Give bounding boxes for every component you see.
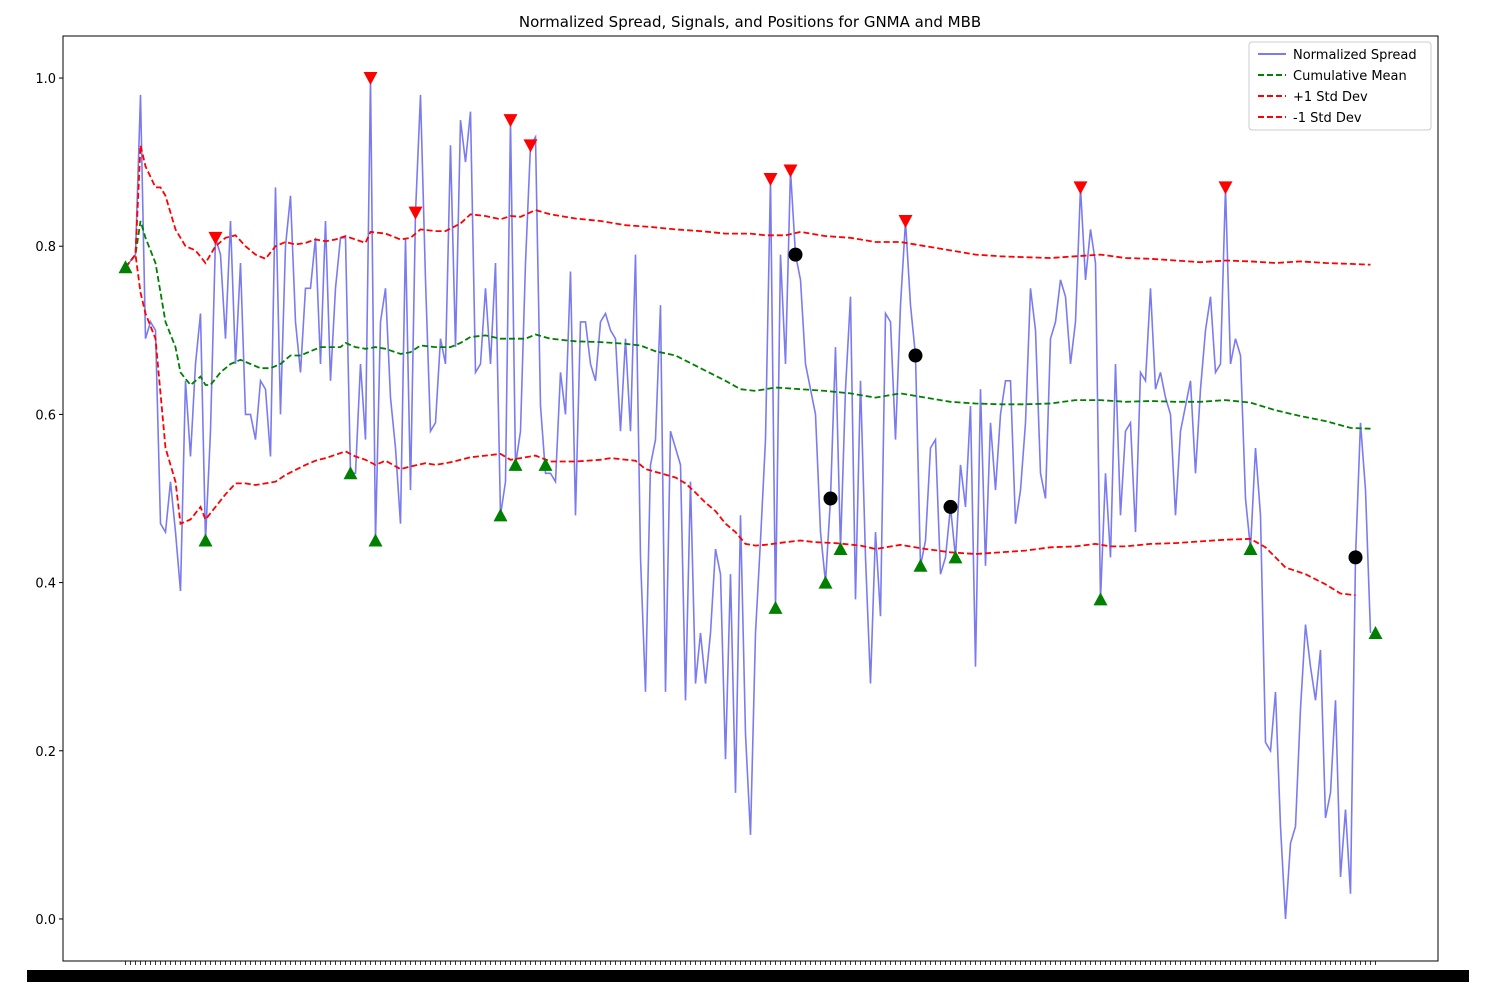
legend-label: +1 Std Dev [1293,90,1368,105]
series-line-upper [124,145,1371,268]
chart-title: Normalized Spread, Signals, and Position… [519,13,981,31]
buy-signal-marker [493,508,508,522]
legend-label: Cumulative Mean [1293,69,1407,84]
sell-signal-marker [898,215,913,228]
series-line-spread [124,77,1372,920]
exit-marker [823,491,838,506]
y-tick-label: 0.8 [35,240,56,255]
buy-signal-marker [1368,626,1383,640]
sell-signal-marker [363,72,378,86]
buy-signal-marker [118,260,133,274]
y-tick-label: 0.4 [35,577,56,592]
buy-signal-marker [948,550,963,564]
buy-signal-marker [818,575,833,589]
legend-box [1248,41,1432,131]
sell-signal-marker [763,172,778,186]
x-tick-labels-overlap [27,970,1469,982]
buy-signal-marker [833,541,848,555]
sell-signal-marker [408,206,423,220]
buy-signal-marker [1243,541,1258,555]
exit-marker [943,499,958,514]
legend-label: Normalized Spread [1293,48,1417,63]
exit-marker [908,348,923,363]
legend: Normalized Spread Cumulative Mean +1 Std D… [1248,41,1432,131]
sell-signal-marker [1073,181,1088,195]
x-axis [27,961,1469,982]
buy-signal-marker [343,466,358,480]
buy-signal-marker [1093,592,1108,606]
sell-signal-marker [783,164,798,178]
buy-signal-marker [538,457,553,471]
y-axis: 0.0 0.2 0.4 0.6 0.8 1.0 [35,72,63,928]
series-line-mean [124,220,1371,430]
y-tick-label: 1.0 [35,72,56,87]
buy-signal-marker [768,600,783,614]
plot-area [118,72,1383,920]
buy-signal-marker [368,533,383,547]
sell-signal-marker [523,139,538,153]
sell-signal-marker [1218,181,1233,195]
sell-signal-marker [503,114,518,128]
legend-label: -1 Std Dev [1293,111,1362,126]
series-line-lower [124,252,1356,597]
y-tick-label: 0.0 [35,913,56,928]
buy-signal-marker [913,558,928,572]
buy-signal-marker [198,533,213,547]
buy-signal-marker [508,457,523,471]
sell-signal-marker [208,231,223,245]
y-tick-label: 0.2 [35,745,56,760]
y-tick-label: 0.6 [35,408,56,423]
exit-marker [1348,550,1363,565]
exit-marker [788,247,803,262]
